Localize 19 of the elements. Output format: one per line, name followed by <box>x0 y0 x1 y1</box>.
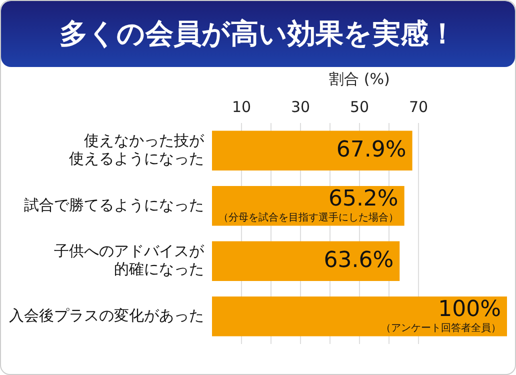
bar <box>212 296 507 336</box>
bar <box>212 130 412 171</box>
annotation: （分母を試合を目指す選手にした場合） <box>218 211 398 224</box>
chart-title: 多くの会員が高い効果を実感！ <box>60 16 456 52</box>
data-label: 63.6% <box>324 248 394 273</box>
y-tick-label: 使えなかった技が使えるようになった <box>69 132 205 168</box>
x-tick-label: 30 <box>290 98 310 116</box>
x-tick-label: 10 <box>232 98 252 116</box>
x-tick-label: 70 <box>408 98 428 116</box>
x-axis-title: 割合 (%) <box>329 70 390 88</box>
data-label: 100% <box>438 297 501 322</box>
x-tick-label: 50 <box>350 98 370 116</box>
data-label: 65.2% <box>328 186 398 212</box>
annotation: （アンケート回答者全員） <box>381 322 501 334</box>
y-tick-label: 子供へのアドバイスが的確になった <box>54 242 205 278</box>
data-label: 67.9% <box>336 137 406 162</box>
bar <box>212 241 400 282</box>
y-tick-label: 入会後プラスの変化があった <box>9 306 204 324</box>
y-tick-label: 試合で勝てるようになった <box>24 196 204 214</box>
